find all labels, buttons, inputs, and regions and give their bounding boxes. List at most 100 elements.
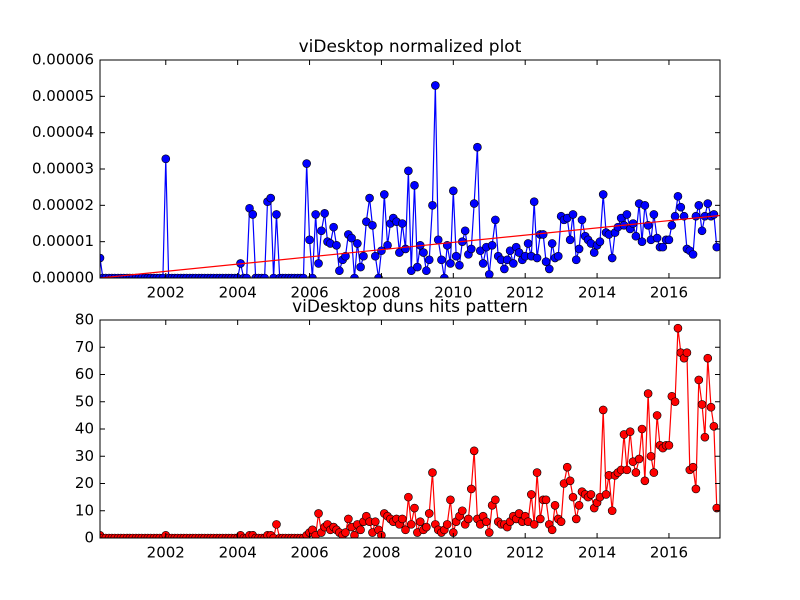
y-tick-label: 80: [75, 311, 94, 329]
data-point: [422, 266, 431, 276]
data-point: [374, 273, 383, 278]
y-tick-label: 60: [75, 365, 94, 383]
x-tick-label: 2010: [434, 544, 472, 562]
data-point: [688, 462, 698, 472]
y-tick-label: 70: [75, 338, 94, 356]
data-point: [697, 400, 707, 409]
data-point: [442, 520, 452, 529]
data-point: [305, 235, 314, 245]
data-point: [574, 244, 584, 254]
x-tick-label: 2010: [434, 284, 472, 302]
data-point: [460, 226, 470, 236]
y-tick-label: 0.00002: [32, 196, 94, 214]
data-point: [541, 257, 551, 266]
data-point: [410, 503, 419, 513]
data-point: [371, 517, 380, 526]
data-point: [260, 273, 269, 278]
data-point: [424, 255, 434, 265]
data-point: [658, 242, 668, 252]
data-point: [670, 397, 680, 407]
data-point: [523, 239, 533, 248]
data-point: [428, 468, 437, 477]
y-tick-label: 0.00004: [32, 123, 94, 141]
data-point: [266, 193, 276, 203]
x-tick-label: 2016: [650, 544, 688, 562]
data-point: [482, 517, 491, 526]
data-point: [314, 259, 323, 268]
data-point: [574, 500, 584, 510]
data-point: [670, 211, 680, 221]
plot-area: [100, 320, 720, 538]
x-tick-label: 2006: [290, 284, 328, 302]
data-point: [598, 190, 608, 199]
data-point: [676, 202, 686, 212]
y-tick-label: 10: [75, 501, 94, 519]
data-point: [446, 495, 455, 505]
data-point: [308, 273, 317, 278]
data-point: [356, 262, 365, 272]
data-point: [446, 259, 455, 268]
data-point: [622, 210, 632, 219]
data-point: [248, 210, 258, 219]
data-point: [682, 348, 692, 358]
data-point: [401, 244, 410, 254]
data-point: [637, 424, 647, 434]
data-point: [317, 226, 326, 236]
data-point: [455, 260, 464, 270]
data-point: [679, 211, 689, 221]
data-point: [431, 81, 440, 90]
x-tick-label: 2004: [219, 284, 257, 302]
data-point: [622, 465, 632, 475]
data-point: [272, 520, 281, 529]
data-point: [637, 237, 647, 246]
data-point: [433, 235, 443, 245]
data-point: [383, 241, 392, 250]
data-point: [380, 190, 389, 199]
data-point: [302, 159, 311, 168]
data-point: [410, 181, 419, 190]
x-tick-label: 2014: [578, 544, 616, 562]
data-point: [595, 237, 605, 246]
y-tick-label: 50: [75, 392, 94, 410]
data-point: [272, 210, 281, 219]
data-point: [415, 517, 425, 526]
data-point: [532, 253, 542, 263]
data-point: [311, 210, 320, 219]
data-point: [344, 514, 353, 524]
data-point: [703, 353, 713, 363]
data-point: [350, 530, 359, 538]
data-point: [424, 509, 434, 518]
data-point: [673, 323, 683, 333]
chart-title: viDesktop duns hits pattern: [292, 297, 528, 317]
data-point: [562, 462, 572, 472]
data-point: [712, 242, 720, 252]
data-point: [541, 495, 551, 505]
data-point: [353, 239, 362, 248]
data-point: [451, 251, 461, 261]
data-point: [649, 210, 659, 219]
x-tick-label: 2002: [147, 284, 185, 302]
data-point: [350, 273, 359, 278]
data-point: [419, 248, 428, 257]
data-point: [469, 446, 479, 456]
data-point: [404, 166, 413, 176]
data-point: [347, 233, 356, 243]
data-point: [397, 219, 407, 228]
data-point: [598, 405, 608, 415]
data-point: [406, 520, 416, 529]
data-point: [299, 273, 308, 278]
data-point: [527, 490, 536, 499]
x-tick-label: 2016: [650, 284, 688, 302]
x-tick-label: 2014: [578, 284, 616, 302]
data-point: [335, 266, 344, 276]
data-point: [484, 270, 494, 278]
data-point: [509, 259, 518, 268]
data-point: [478, 259, 488, 268]
data-point: [401, 525, 410, 535]
data-point: [161, 154, 171, 164]
data-line: [100, 214, 720, 278]
data-point: [589, 248, 599, 257]
data-point: [634, 454, 644, 464]
data-point: [365, 193, 374, 203]
